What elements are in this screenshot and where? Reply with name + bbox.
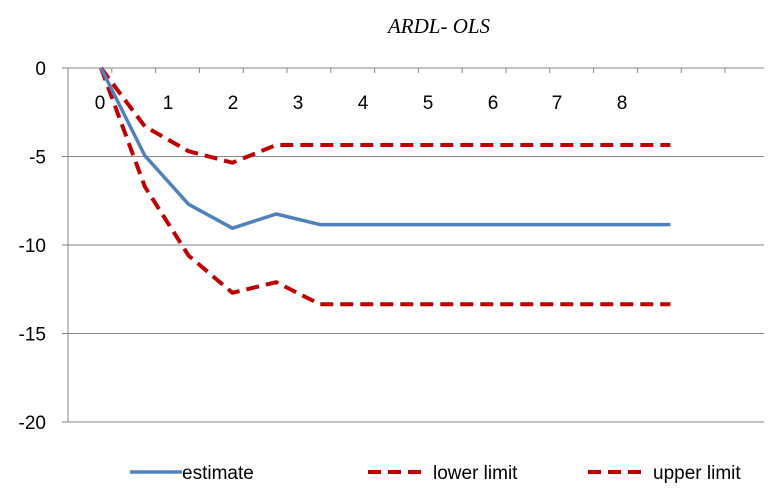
x-tick-label: 4 xyxy=(358,93,369,114)
legend: estimate lower limit upper limit xyxy=(130,463,741,484)
y-tick-label: -10 xyxy=(19,236,46,257)
x-tick-label: 3 xyxy=(293,93,304,114)
y-tick-label: -5 xyxy=(29,148,46,169)
x-tick-label: 1 xyxy=(163,93,174,114)
x-tick-label: 6 xyxy=(488,93,499,114)
legend-label: upper limit xyxy=(653,463,741,484)
legend-label: estimate xyxy=(182,463,254,484)
y-tick-label: -20 xyxy=(19,413,46,434)
x-tick-label: 0 xyxy=(95,93,106,114)
plot-area xyxy=(99,66,671,307)
legend-label: lower limit xyxy=(433,463,518,484)
series-line-estimate xyxy=(99,67,671,230)
x-tick-label: 7 xyxy=(552,93,563,114)
x-tick-label: 2 xyxy=(228,93,239,114)
y-tick-label: -15 xyxy=(19,325,46,346)
gridlines xyxy=(68,156,764,423)
y-tick-label: 0 xyxy=(35,59,46,80)
series-line-upper-limit xyxy=(99,67,671,307)
x-tick-label: 8 xyxy=(617,93,628,114)
series-line-lower-limit xyxy=(99,66,671,165)
chart-title: ARDL- OLS xyxy=(386,14,491,38)
x-tick-label: 5 xyxy=(423,93,434,114)
axes: 0 -5 -10 -15 -20 0 1 2 3 4 5 6 7 8 xyxy=(19,59,764,434)
